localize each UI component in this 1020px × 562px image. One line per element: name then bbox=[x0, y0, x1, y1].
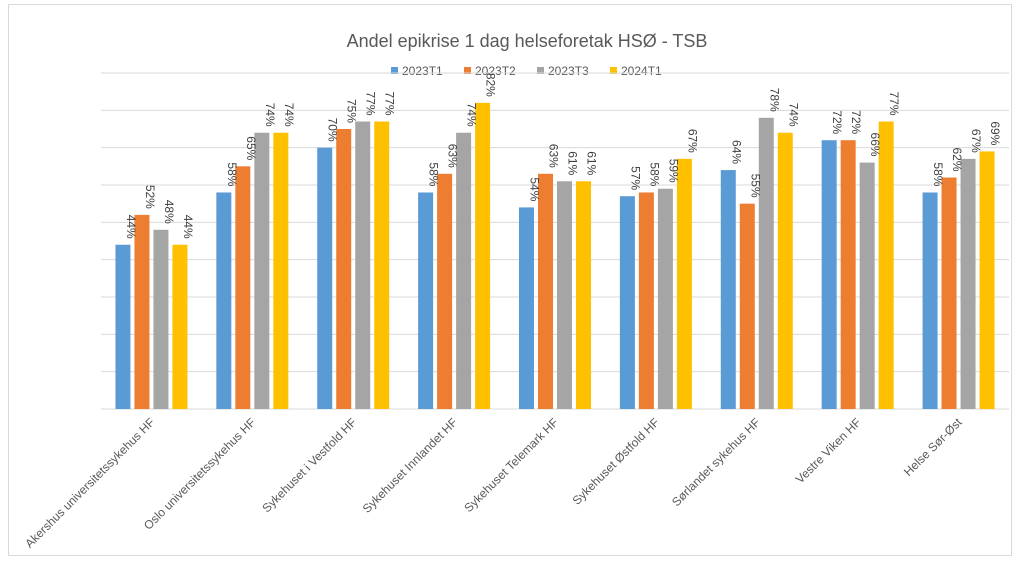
data-label: 62% bbox=[950, 148, 964, 172]
bar-2024T1-8 bbox=[979, 151, 995, 409]
legend-swatch-2023T1 bbox=[391, 67, 398, 74]
data-label: 54% bbox=[528, 177, 542, 201]
legend-swatch-2024T1 bbox=[610, 67, 617, 74]
data-label: 48% bbox=[162, 200, 176, 224]
x-tick-label: Sykehuset Telemark HF bbox=[461, 415, 561, 515]
bar-2023T1-2 bbox=[317, 147, 333, 409]
bar-2024T1-6 bbox=[777, 132, 793, 409]
bar-2023T3-0 bbox=[153, 229, 169, 409]
bar-2023T1-5 bbox=[619, 196, 635, 409]
data-label: 72% bbox=[830, 110, 844, 134]
bar-2024T1-4 bbox=[576, 181, 591, 409]
bar-2023T1-3 bbox=[418, 192, 434, 409]
data-label: 75% bbox=[345, 99, 359, 123]
bar-2023T1-1 bbox=[216, 192, 232, 409]
data-label: 57% bbox=[628, 166, 642, 190]
bar-2023T2-8 bbox=[941, 177, 957, 409]
bar-2023T2-3 bbox=[437, 173, 453, 409]
legend-swatch-2023T3 bbox=[537, 67, 544, 74]
x-tick-label: Helse Sør-Øst bbox=[901, 415, 965, 479]
data-label: 67% bbox=[969, 129, 983, 153]
chart-svg: Andel epikrise 1 dag helseforetak HSØ - … bbox=[22, 31, 1009, 551]
bar-2023T1-6 bbox=[720, 170, 736, 409]
bar-2023T3-3 bbox=[456, 132, 472, 409]
bars bbox=[115, 102, 995, 410]
bar-2023T1-4 bbox=[519, 207, 534, 409]
data-label: 58% bbox=[647, 162, 661, 186]
data-label: 74% bbox=[282, 103, 296, 127]
data-label: 59% bbox=[666, 159, 680, 183]
bar-2023T1-7 bbox=[821, 140, 837, 409]
data-label: 67% bbox=[685, 129, 699, 153]
data-label: 55% bbox=[748, 174, 762, 198]
bar-2023T2-6 bbox=[739, 203, 755, 409]
legend-label-2023T2: 2023T2 bbox=[475, 64, 516, 78]
data-label: 58% bbox=[931, 162, 945, 186]
bar-2024T1-3 bbox=[475, 102, 491, 409]
x-tick-label: Vestre Viken HF bbox=[793, 415, 864, 486]
data-label: 52% bbox=[143, 185, 157, 209]
bar-2023T2-4 bbox=[538, 173, 553, 409]
legend-swatch-2023T2 bbox=[464, 67, 471, 74]
data-label: 63% bbox=[446, 144, 460, 168]
bar-2023T3-5 bbox=[657, 188, 673, 409]
data-label: 77% bbox=[887, 92, 901, 116]
data-label: 63% bbox=[547, 144, 561, 168]
data-label: 44% bbox=[124, 215, 138, 239]
bar-2023T2-5 bbox=[638, 192, 654, 409]
bar-2023T1-0 bbox=[115, 244, 131, 409]
bar-2024T1-5 bbox=[676, 158, 692, 409]
x-tick-label: Sørlandet sykehus HF bbox=[669, 415, 763, 509]
data-label: 77% bbox=[364, 92, 378, 116]
data-label: 69% bbox=[988, 121, 1002, 145]
legend-label-2023T3: 2023T3 bbox=[548, 64, 589, 78]
bar-2024T1-1 bbox=[273, 132, 289, 409]
bar-2023T3-4 bbox=[557, 181, 572, 409]
data-label: 58% bbox=[225, 162, 239, 186]
bar-2024T1-0 bbox=[172, 244, 188, 409]
legend-label-2023T1: 2023T1 bbox=[402, 64, 443, 78]
data-label: 61% bbox=[585, 151, 599, 175]
x-tick-label: Sykehuset i Vestfold HF bbox=[259, 415, 359, 515]
bar-2024T1-7 bbox=[878, 121, 894, 410]
data-label: 44% bbox=[181, 215, 195, 239]
bar-2023T3-1 bbox=[254, 132, 270, 409]
bar-2023T2-1 bbox=[235, 166, 251, 409]
data-label: 65% bbox=[244, 136, 258, 160]
legend: 2023T1 2023T2 2023T3 2024T1 bbox=[391, 64, 662, 78]
bar-2023T2-7 bbox=[840, 140, 856, 409]
bar-2023T3-6 bbox=[758, 117, 774, 410]
x-tick-label: Akershus universitetssykehus HF bbox=[22, 415, 157, 550]
data-label: 77% bbox=[383, 92, 397, 116]
bar-2023T2-2 bbox=[336, 129, 352, 409]
gridlines bbox=[101, 72, 1009, 410]
bar-2023T3-7 bbox=[859, 162, 875, 409]
chart-frame: Andel epikrise 1 dag helseforetak HSØ - … bbox=[8, 4, 1012, 556]
data-label: 64% bbox=[729, 140, 743, 164]
data-label: 58% bbox=[427, 162, 441, 186]
bar-2024T1-2 bbox=[374, 121, 390, 410]
data-label: 78% bbox=[767, 88, 781, 112]
bar-2023T3-8 bbox=[960, 158, 976, 409]
data-label: 66% bbox=[868, 133, 882, 157]
data-label: 61% bbox=[566, 151, 580, 175]
x-tick-label: Oslo universitetssykehus HF bbox=[141, 415, 258, 532]
data-label: 82% bbox=[484, 73, 498, 97]
x-tick-label: Sykehuset Østfold HF bbox=[570, 415, 662, 507]
x-tick-label: Sykehuset Innlandet HF bbox=[360, 415, 460, 515]
legend-label-2024T1: 2024T1 bbox=[621, 64, 662, 78]
chart-title: Andel epikrise 1 dag helseforetak HSØ - … bbox=[347, 31, 708, 51]
data-label: 70% bbox=[326, 118, 340, 142]
data-label: 72% bbox=[849, 110, 863, 134]
data-label: 74% bbox=[263, 103, 277, 127]
data-label: 74% bbox=[465, 103, 479, 127]
bar-2023T2-0 bbox=[134, 214, 150, 409]
bar-2023T3-2 bbox=[355, 121, 371, 410]
data-label: 74% bbox=[786, 103, 800, 127]
data-labels: 44% 52% 48% 44% 58% 65% 74% 74% 70% 75% 77% 77% 58% 6… bbox=[124, 73, 1002, 239]
bar-2023T1-8 bbox=[922, 192, 938, 409]
